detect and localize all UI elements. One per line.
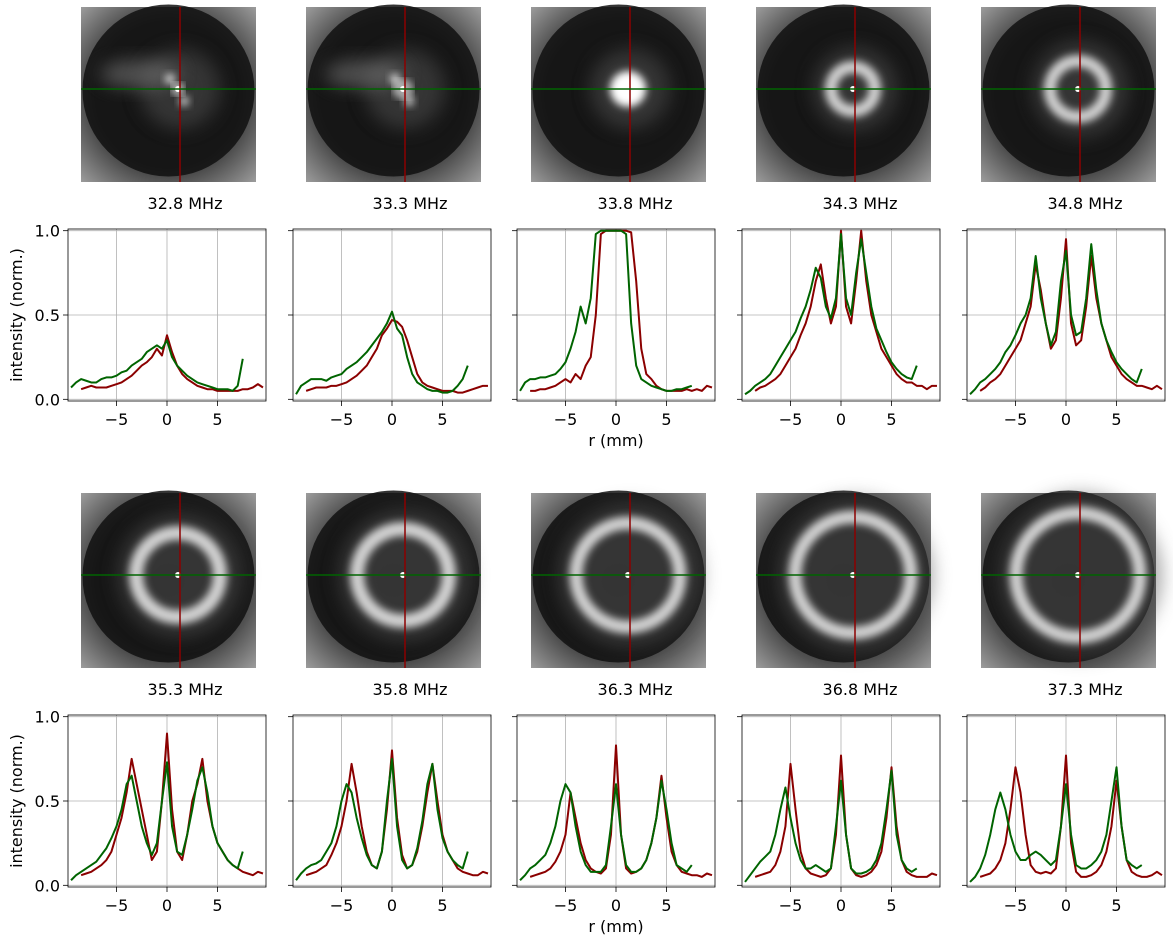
y-tick-label: 0.5 — [35, 792, 60, 811]
series-line — [979, 238, 1163, 392]
x-tick-label: −5 — [554, 410, 578, 429]
plot-frame — [741, 228, 941, 402]
panel-title: 33.8 MHz — [598, 194, 673, 213]
panel-title: 34.8 MHz — [1048, 194, 1123, 213]
plot-frame — [67, 714, 267, 888]
panel-title: 36.3 MHz — [598, 680, 673, 699]
series-line — [80, 334, 264, 392]
y-tick-label: 1.0 — [35, 222, 60, 241]
series-line — [530, 229, 713, 392]
camera-image — [81, 490, 256, 668]
series-line — [744, 233, 918, 396]
camera-image — [531, 4, 706, 182]
x-tick-label: 5 — [212, 410, 222, 429]
x-tick-label: 0 — [1061, 410, 1071, 429]
series-line — [754, 754, 938, 878]
series-line — [295, 757, 469, 881]
series-line — [519, 229, 693, 392]
x-tick-label: −5 — [779, 410, 803, 429]
panel-title: 32.8 MHz — [148, 194, 223, 213]
x-tick-label: −5 — [105, 896, 129, 915]
y-tick-label: 0.0 — [35, 390, 60, 409]
x-tick-label: −5 — [1004, 896, 1028, 915]
camera-image — [306, 4, 481, 182]
x-tick-label: 5 — [1111, 410, 1121, 429]
x-axis-label: r (mm) — [588, 431, 643, 450]
plot-frame — [67, 228, 267, 402]
speckle — [404, 96, 414, 106]
series-line — [969, 766, 1143, 883]
x-tick-label: −5 — [330, 896, 354, 915]
x-tick-label: 0 — [387, 896, 397, 915]
x-tick-label: 5 — [886, 896, 896, 915]
x-tick-label: 5 — [1111, 896, 1121, 915]
x-tick-label: −5 — [105, 410, 129, 429]
series-line — [969, 243, 1143, 395]
camera-image — [306, 490, 481, 668]
camera-image — [981, 490, 1162, 668]
panel-title: 36.8 MHz — [823, 680, 898, 699]
camera-image — [531, 490, 706, 668]
series-line — [80, 732, 264, 877]
camera-image — [981, 4, 1156, 182]
plot-frame — [516, 714, 716, 888]
x-tick-label: 0 — [836, 410, 846, 429]
plot-frame — [516, 228, 716, 402]
camera-image — [756, 490, 933, 668]
y-tick-label: 1.0 — [35, 708, 60, 727]
plot-frame — [741, 714, 941, 888]
y-axis-label: intensity (norm.) — [7, 734, 26, 868]
y-tick-label: 0.0 — [35, 876, 60, 895]
panel-title: 35.3 MHz — [148, 680, 223, 699]
panel-title: 34.3 MHz — [823, 194, 898, 213]
x-tick-label: 5 — [437, 896, 447, 915]
panel-title: 33.3 MHz — [373, 194, 448, 213]
x-tick-label: −5 — [779, 896, 803, 915]
plot-frame — [966, 228, 1166, 402]
x-tick-label: −5 — [554, 896, 578, 915]
x-tick-label: 0 — [611, 896, 621, 915]
y-tick-label: 0.5 — [35, 306, 60, 325]
camera-image — [756, 4, 931, 182]
x-tick-label: −5 — [330, 410, 354, 429]
panel-title: 37.3 MHz — [1048, 680, 1123, 699]
x-tick-label: 5 — [661, 410, 671, 429]
series-line — [70, 339, 244, 392]
speckle — [179, 96, 189, 106]
x-tick-label: 0 — [836, 896, 846, 915]
series-line — [754, 229, 937, 392]
x-axis-label: r (mm) — [588, 917, 643, 936]
speckle — [165, 74, 175, 84]
panel-title: 35.8 MHz — [373, 680, 448, 699]
x-tick-label: 0 — [387, 410, 397, 429]
plot-frame — [966, 714, 1166, 888]
x-tick-label: 5 — [661, 896, 671, 915]
series-line — [305, 319, 488, 394]
speckle — [325, 60, 405, 88]
x-tick-label: 0 — [162, 410, 172, 429]
camera-image — [81, 4, 256, 182]
series-line — [295, 310, 469, 395]
x-tick-label: 0 — [611, 410, 621, 429]
x-tick-label: 5 — [212, 896, 222, 915]
speckle — [100, 60, 180, 88]
x-tick-label: 0 — [162, 896, 172, 915]
x-tick-label: 5 — [437, 410, 447, 429]
series-line — [519, 779, 693, 881]
series-line — [70, 761, 244, 881]
x-tick-label: 5 — [886, 410, 896, 429]
plot-frame — [292, 714, 492, 888]
series-line — [305, 749, 489, 877]
series-line — [744, 769, 918, 883]
x-tick-label: −5 — [1004, 410, 1028, 429]
series-line — [979, 754, 1163, 878]
y-axis-label: intensity (norm.) — [7, 248, 26, 382]
x-tick-label: 0 — [1061, 896, 1071, 915]
plot-frame — [292, 228, 492, 402]
